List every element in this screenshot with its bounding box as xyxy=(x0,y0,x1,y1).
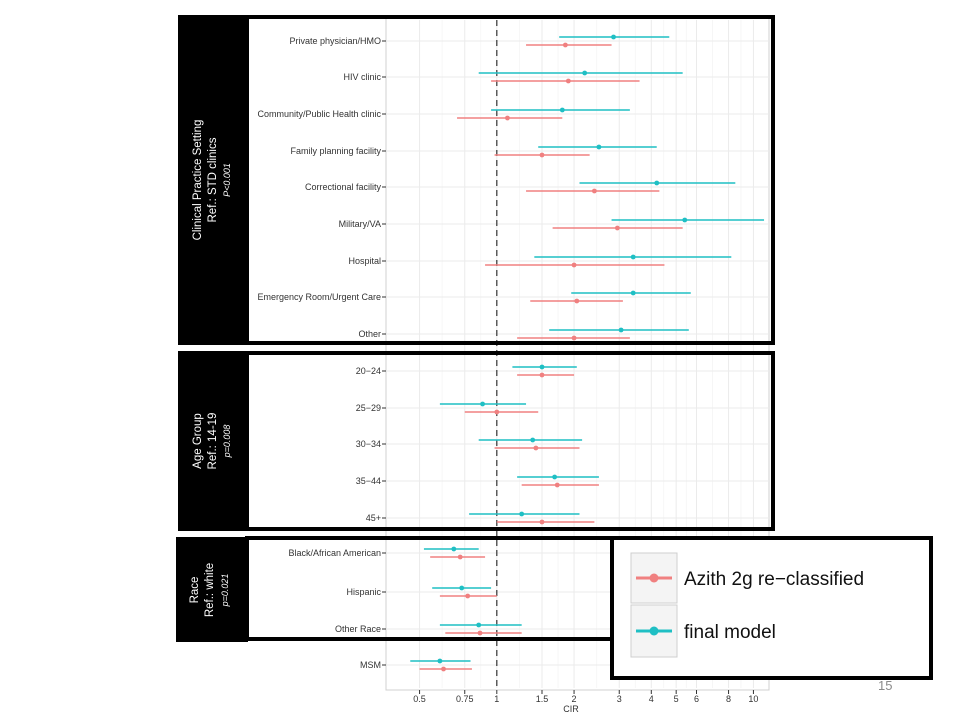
x-tick-label: 3 xyxy=(617,694,622,704)
point-estimate-azith xyxy=(494,409,500,415)
row-label: Military/VA xyxy=(339,219,381,229)
point-estimate-azith xyxy=(539,519,545,525)
point-estimate-final xyxy=(630,254,636,260)
point-estimate-final xyxy=(530,437,536,443)
panel-title-age: Age Group xyxy=(192,413,204,469)
point-estimate-final xyxy=(618,327,624,333)
x-tick-label: 8 xyxy=(726,694,731,704)
point-estimate-final xyxy=(630,290,636,296)
page-number: 15 xyxy=(878,678,893,693)
panel-ref-setting: Ref.: STD clinics xyxy=(207,137,219,222)
legend-label-azith: Azith 2g re−classified xyxy=(684,569,864,590)
x-tick-label: 0.75 xyxy=(456,694,474,704)
legend-key-point xyxy=(649,573,659,583)
row-label: Hispanic xyxy=(346,587,381,597)
point-estimate-final xyxy=(459,585,465,591)
panel-p-setting: P<0.001 xyxy=(222,163,232,197)
row-label: Correctional facility xyxy=(305,182,382,192)
row-label: Private physician/HMO xyxy=(289,36,381,46)
point-estimate-final xyxy=(476,622,482,628)
x-tick-label: 1.5 xyxy=(536,694,549,704)
row-label: Other Race xyxy=(335,624,381,634)
side-panel-race: Race Ref.: white p=0.021 xyxy=(176,537,248,642)
row-label: Family planning facility xyxy=(290,146,381,156)
x-tick-label: 6 xyxy=(694,694,699,704)
row-label: 25−29 xyxy=(356,403,381,413)
x-tick-label: 0.5 xyxy=(413,694,426,704)
point-estimate-final xyxy=(552,474,558,480)
row-label: Black/African American xyxy=(288,548,381,558)
row-label: 45+ xyxy=(366,513,381,523)
point-estimate-final xyxy=(596,144,602,150)
x-tick-label: 1 xyxy=(494,694,499,704)
row-label: Other xyxy=(358,329,381,339)
point-estimate-final xyxy=(519,511,525,517)
point-estimate-azith xyxy=(465,593,471,599)
side-panel-setting: Clinical Practice Setting Ref.: STD clin… xyxy=(178,15,248,345)
row-label: Community/Public Health clinic xyxy=(257,109,381,119)
point-estimate-final xyxy=(682,217,688,223)
side-panel-age: Age Group Ref.: 14-19 p=0.008 xyxy=(178,351,248,531)
legend-label-final: final model xyxy=(684,622,776,643)
point-estimate-final xyxy=(539,364,545,370)
legend-key-point xyxy=(649,626,659,636)
row-label: 20−24 xyxy=(356,366,381,376)
x-tick-label: 10 xyxy=(748,694,758,704)
legend-keys xyxy=(636,573,672,636)
panel-title-race: Race xyxy=(189,577,201,604)
point-estimate-azith xyxy=(457,554,463,560)
point-estimate-azith xyxy=(539,152,545,158)
point-estimate-final xyxy=(437,658,443,664)
panel-ref-age: Ref.: 14-19 xyxy=(207,413,219,470)
point-estimate-azith xyxy=(477,630,483,636)
point-estimate-final xyxy=(582,70,588,76)
x-axis-label: CIR xyxy=(563,704,579,714)
point-estimate-azith xyxy=(571,335,577,341)
point-estimate-azith xyxy=(591,188,597,194)
row-label: MSM xyxy=(360,660,381,670)
row-label: Emergency Room/Urgent Care xyxy=(257,292,381,302)
x-axis: 0.5 0.75 1 1.5 2 3 4 5 6 8 10 xyxy=(413,690,758,704)
point-estimate-final xyxy=(611,34,616,40)
point-estimate-azith xyxy=(533,445,539,451)
point-estimate-azith xyxy=(539,372,545,378)
point-estimate-azith xyxy=(505,115,510,121)
legend: Azith 2g re−classified final model xyxy=(610,536,933,680)
point-estimate-azith xyxy=(554,482,560,488)
panel-ref-race: Ref.: white xyxy=(204,563,216,617)
point-estimate-azith xyxy=(441,666,446,672)
x-tick-label: 5 xyxy=(674,694,679,704)
point-estimate-azith xyxy=(562,42,568,48)
point-estimate-final xyxy=(480,401,485,407)
x-tick-label: 2 xyxy=(572,694,577,704)
panel-p-age: p=0.008 xyxy=(222,425,232,459)
forest-rows: Private physician/HMO HIV clinic Community… xyxy=(257,34,765,672)
point-estimate-final xyxy=(654,180,660,186)
panel-title-setting: Clinical Practice Setting xyxy=(192,120,204,241)
row-label: 35−44 xyxy=(356,476,381,486)
row-label: 30−34 xyxy=(356,439,381,449)
point-estimate-azith xyxy=(571,262,577,268)
panel-p-race: p=0.021 xyxy=(220,574,230,608)
point-estimate-final xyxy=(559,107,565,113)
point-estimate-azith xyxy=(574,298,580,304)
point-estimate-azith xyxy=(614,225,620,231)
row-label: HIV clinic xyxy=(343,72,381,82)
point-estimate-azith xyxy=(565,78,571,84)
x-tick-label: 4 xyxy=(649,694,654,704)
row-label: Hospital xyxy=(348,256,381,266)
point-estimate-final xyxy=(451,546,457,552)
